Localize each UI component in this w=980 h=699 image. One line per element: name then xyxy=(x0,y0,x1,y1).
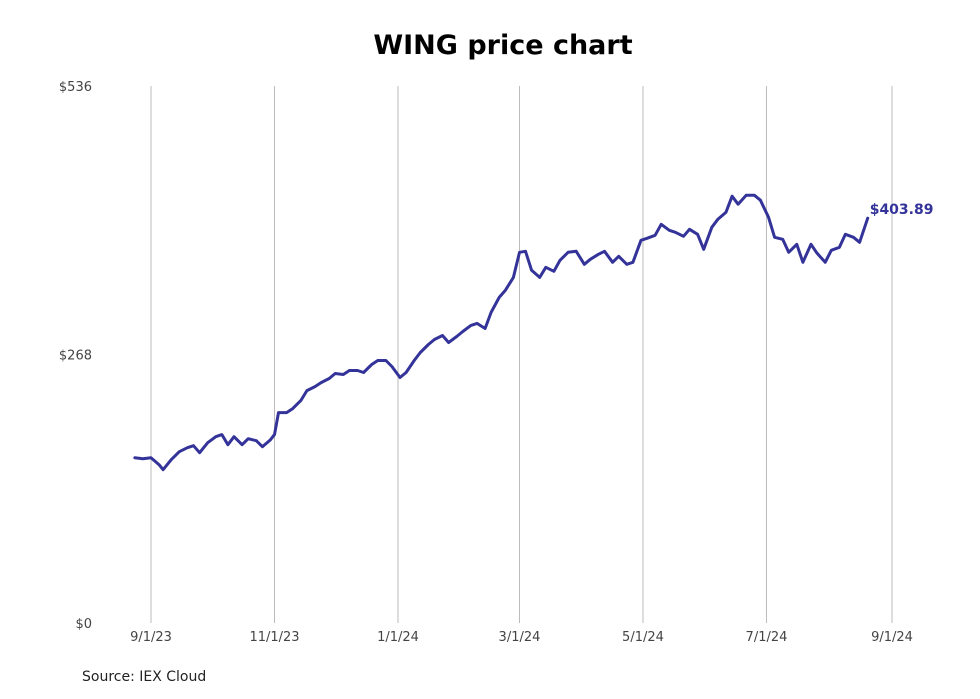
last-value-label: $403.89 xyxy=(870,202,934,218)
source-note: Source: IEX Cloud xyxy=(82,669,207,685)
x-tick-label: 11/1/23 xyxy=(249,630,299,645)
y-axis-ticks: $0 $268 $536 xyxy=(59,80,92,632)
series-layer xyxy=(133,193,870,472)
price-line xyxy=(133,193,870,472)
x-tick-label: 3/1/24 xyxy=(499,630,541,645)
x-tick-label: 9/1/24 xyxy=(871,630,913,645)
x-axis-ticks: 9/1/23 11/1/23 1/1/24 3/1/24 5/1/24 7/1/24 9/1… xyxy=(130,630,913,645)
chart-title: WING price chart xyxy=(373,30,633,61)
y-tick-label: $0 xyxy=(75,617,92,632)
x-tick-label: 1/1/24 xyxy=(377,630,419,645)
y-tick-label: $268 xyxy=(59,349,92,364)
grid-layer xyxy=(150,86,893,623)
x-tick-label: 9/1/23 xyxy=(130,630,172,645)
label-layer: $403.89 xyxy=(870,202,934,218)
x-tick-label: 7/1/24 xyxy=(746,630,788,645)
y-tick-label: $536 xyxy=(59,80,92,95)
x-tick-label: 5/1/24 xyxy=(622,630,664,645)
